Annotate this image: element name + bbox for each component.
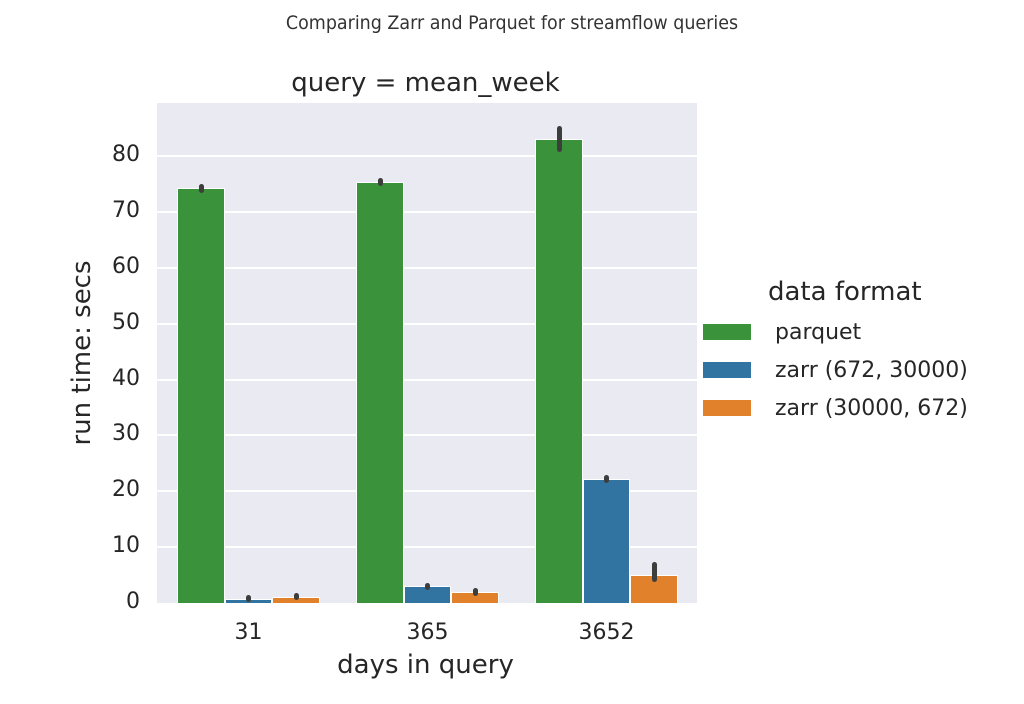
y-tick-label: 40 bbox=[112, 365, 140, 391]
y-tick-label: 20 bbox=[112, 477, 140, 503]
gridline bbox=[157, 378, 697, 381]
figure-suptitle: Comparing Zarr and Parquet for streamflo… bbox=[285, 12, 739, 34]
error-bar bbox=[198, 184, 204, 193]
gridline bbox=[157, 210, 697, 213]
error-bar bbox=[293, 592, 299, 600]
y-tick-label: 50 bbox=[112, 309, 140, 335]
plot-area bbox=[154, 103, 697, 606]
error-bar bbox=[246, 594, 251, 602]
legend-swatch bbox=[699, 320, 755, 344]
x-tick-label: 31 bbox=[234, 620, 263, 645]
y-tick-label: 60 bbox=[112, 253, 140, 279]
bar bbox=[356, 182, 404, 603]
error-bar bbox=[556, 126, 562, 153]
x-tick-label: 3652 bbox=[578, 620, 635, 645]
y-tick-label: 70 bbox=[112, 197, 140, 223]
chart-title: query = mean_week bbox=[291, 68, 560, 98]
error-bar bbox=[472, 587, 478, 597]
legend-label: zarr (30000, 672) bbox=[775, 395, 968, 421]
y-tick-label: 80 bbox=[112, 142, 140, 168]
gridline bbox=[157, 266, 697, 269]
legend-item: zarr (672, 30000) bbox=[699, 356, 968, 384]
error-bar bbox=[604, 474, 609, 483]
legend-label: zarr (672, 30000) bbox=[775, 357, 968, 383]
bar bbox=[535, 139, 583, 603]
gridline bbox=[157, 546, 697, 549]
error-bar bbox=[651, 561, 657, 582]
legend-item: parquet bbox=[699, 318, 862, 346]
gridline bbox=[157, 155, 697, 158]
legend-title: data format bbox=[768, 277, 922, 307]
x-tick-label: 365 bbox=[406, 620, 449, 645]
y-tick-label: 0 bbox=[126, 589, 140, 614]
bar bbox=[177, 188, 225, 603]
y-tick-label: 30 bbox=[112, 421, 140, 447]
legend-label: parquet bbox=[775, 319, 862, 345]
y-axis-label: run time: secs bbox=[67, 260, 97, 446]
legend-item: zarr (30000, 672) bbox=[699, 394, 968, 422]
gridline bbox=[157, 322, 697, 325]
gridline bbox=[157, 490, 697, 493]
x-axis-label: days in query bbox=[337, 650, 514, 680]
error-bar bbox=[425, 582, 430, 590]
legend-swatch bbox=[699, 396, 755, 420]
gridline bbox=[157, 434, 697, 437]
bar bbox=[582, 478, 631, 603]
error-bar bbox=[377, 177, 383, 186]
y-tick-label: 10 bbox=[112, 533, 140, 559]
legend-swatch bbox=[699, 358, 755, 382]
